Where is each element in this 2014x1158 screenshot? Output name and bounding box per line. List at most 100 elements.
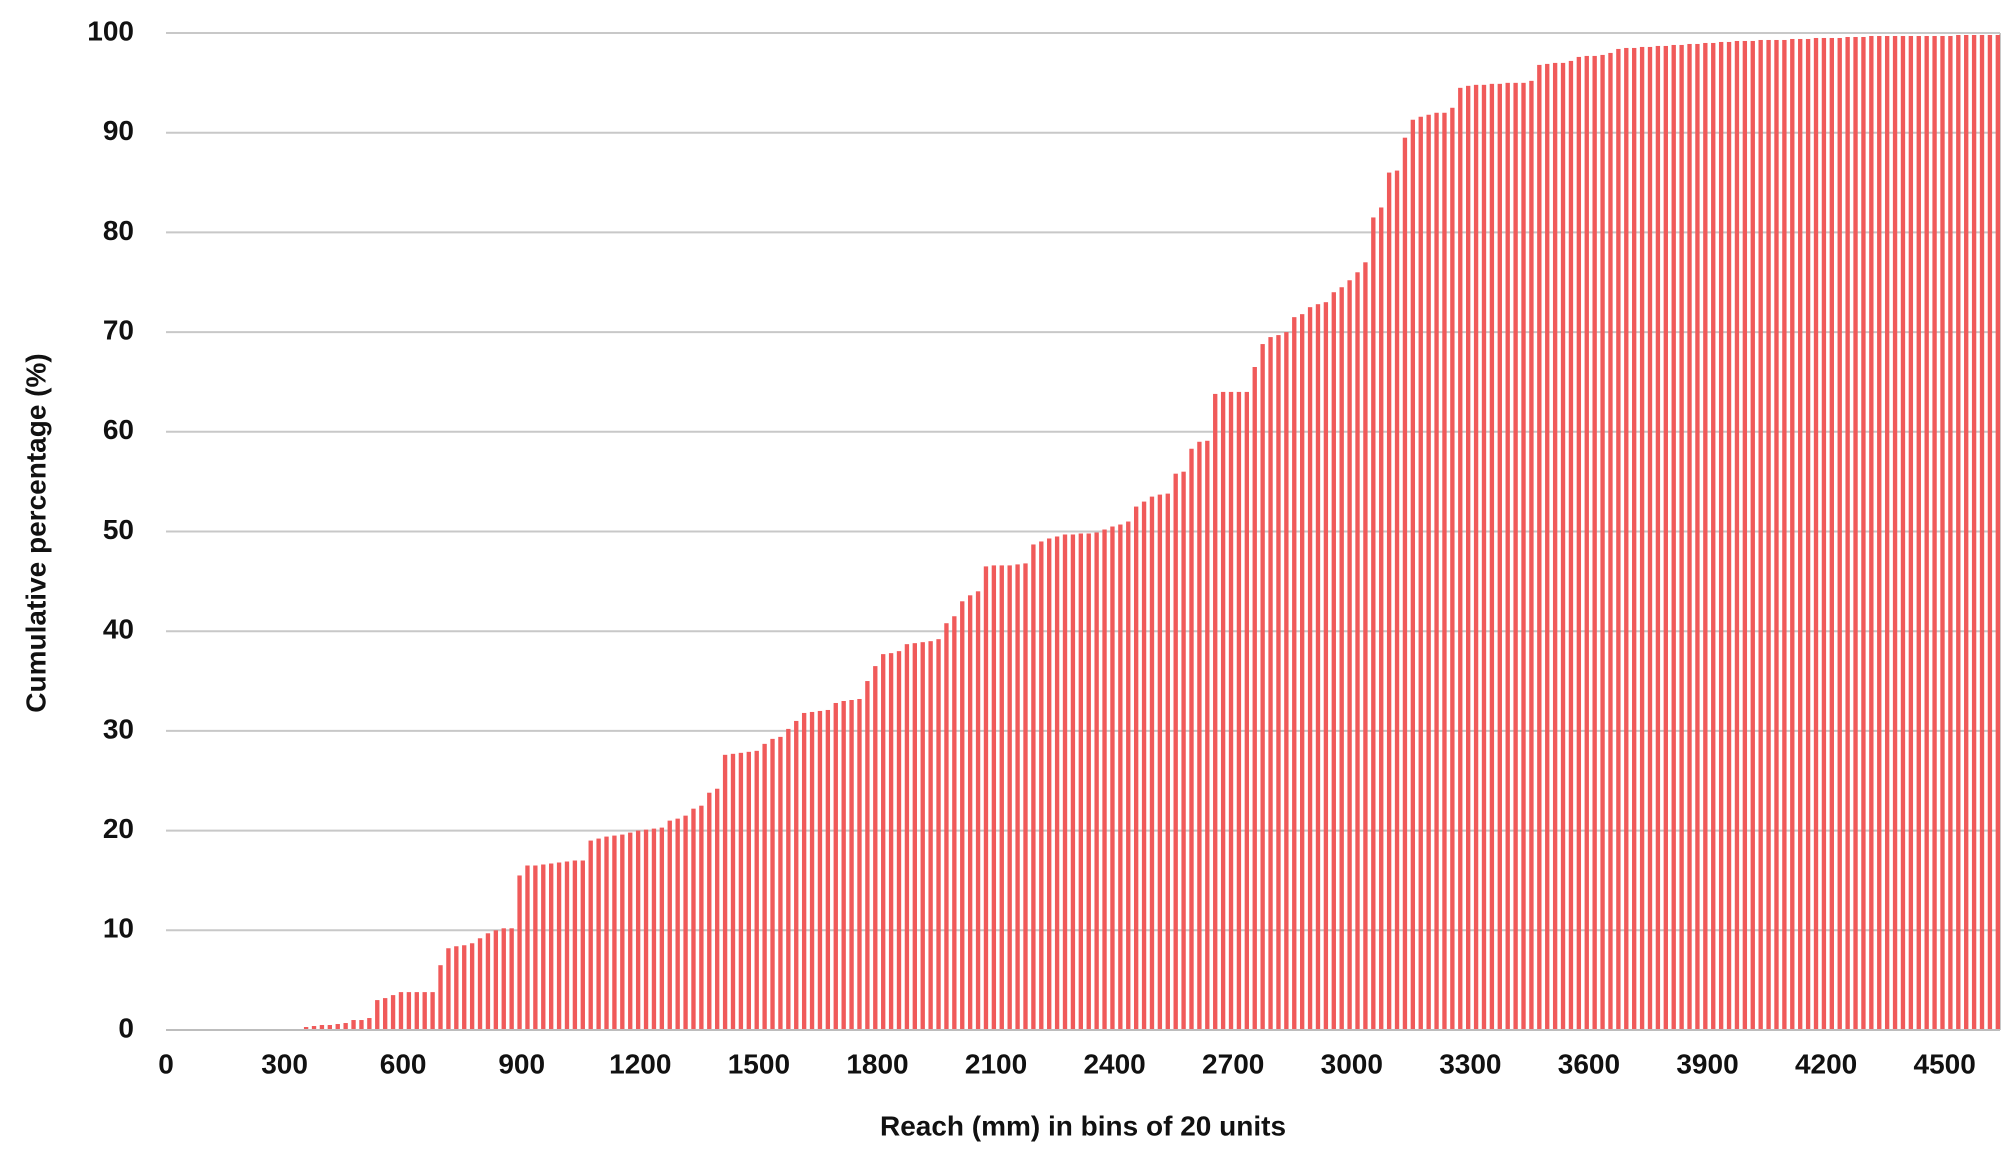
bar (1268, 337, 1273, 1031)
bar (1054, 536, 1060, 1030)
bar (1711, 42, 1716, 1031)
bar (351, 1020, 356, 1030)
bar (983, 566, 989, 1030)
bar (746, 751, 751, 1030)
y-tick-label: 60 (103, 414, 134, 445)
bar (509, 928, 514, 1030)
y-tick-label: 40 (103, 614, 134, 645)
x-tick-label: 3000 (1321, 1048, 1383, 1079)
x-tick-label: 0 (158, 1048, 174, 1079)
bar (1078, 533, 1083, 1030)
bar (1600, 54, 1605, 1030)
bar (1813, 37, 1819, 1031)
bar (1552, 62, 1558, 1031)
bar (1892, 35, 1898, 1030)
bar (730, 753, 736, 1030)
bar (643, 829, 649, 1030)
bar (367, 1018, 372, 1030)
x-tick-label: 2700 (1202, 1048, 1264, 1079)
bar (1513, 82, 1518, 1031)
bar (501, 928, 506, 1030)
bar (1576, 56, 1582, 1031)
y-axis-label: Cumulative percentage (%) (20, 353, 51, 712)
bar (1102, 529, 1107, 1030)
bar (438, 965, 443, 1030)
bar (1560, 62, 1566, 1031)
bar (1355, 272, 1360, 1030)
bar (675, 818, 680, 1030)
bar (549, 863, 554, 1030)
bar (1070, 534, 1076, 1030)
bar (683, 815, 688, 1030)
bar (1307, 307, 1313, 1030)
bar (715, 788, 720, 1030)
bar (967, 595, 973, 1030)
bar (1782, 39, 1787, 1030)
bar (422, 992, 427, 1030)
bar (1007, 565, 1012, 1030)
bar (1948, 35, 1953, 1030)
bar (1133, 506, 1139, 1030)
bar (1979, 34, 1985, 1030)
bar (1734, 40, 1740, 1030)
bar (1165, 493, 1170, 1030)
x-axis-label: Reach (mm) in bins of 20 units (880, 1110, 1286, 1141)
bar (1473, 84, 1479, 1031)
bar (841, 700, 846, 1030)
bar (1197, 441, 1202, 1030)
x-tick-label: 4200 (1795, 1048, 1857, 1079)
bar (1489, 83, 1495, 1031)
bar (1655, 45, 1661, 1030)
bar (1916, 35, 1921, 1030)
bar (1118, 524, 1123, 1030)
bar (635, 830, 641, 1030)
bar (1458, 87, 1463, 1030)
bar (1805, 38, 1811, 1031)
bar (809, 711, 815, 1030)
bar (1181, 471, 1186, 1030)
bar (1964, 34, 1969, 1030)
x-tick-label: 3600 (1558, 1048, 1620, 1079)
bar (1521, 82, 1526, 1031)
bar (1971, 34, 1977, 1030)
bar (327, 1025, 333, 1030)
bar (1252, 366, 1257, 1030)
bar (960, 601, 965, 1030)
bar (1394, 170, 1400, 1030)
bar (659, 827, 665, 1030)
bar (722, 754, 728, 1030)
bar (1908, 35, 1914, 1030)
bar (1829, 37, 1834, 1031)
bar (1213, 393, 1218, 1030)
x-tick-label: 1200 (609, 1048, 671, 1079)
bar (762, 743, 767, 1030)
bar (303, 1027, 309, 1030)
x-tick-label: 2400 (1083, 1048, 1145, 1079)
y-tick-label: 90 (103, 115, 134, 146)
bar (1632, 47, 1637, 1030)
bar (873, 666, 878, 1030)
bar (770, 738, 775, 1030)
bar (1110, 526, 1115, 1030)
bar (564, 861, 570, 1030)
bar (533, 865, 538, 1030)
bar (1426, 114, 1431, 1030)
bar (920, 642, 925, 1030)
bar (343, 1023, 348, 1030)
bar (1861, 36, 1866, 1031)
bar (1695, 43, 1700, 1031)
bar (1205, 440, 1210, 1030)
bar (493, 930, 499, 1030)
bar (1671, 44, 1676, 1031)
x-tick-label: 1500 (728, 1048, 790, 1079)
bar (1339, 287, 1344, 1030)
bar (1624, 47, 1629, 1030)
bar (1869, 35, 1874, 1030)
bar (604, 836, 609, 1030)
bar (1663, 45, 1668, 1030)
bar (588, 840, 593, 1030)
x-tick-label: 300 (261, 1048, 308, 1079)
bar (912, 643, 917, 1030)
bar (833, 702, 838, 1030)
